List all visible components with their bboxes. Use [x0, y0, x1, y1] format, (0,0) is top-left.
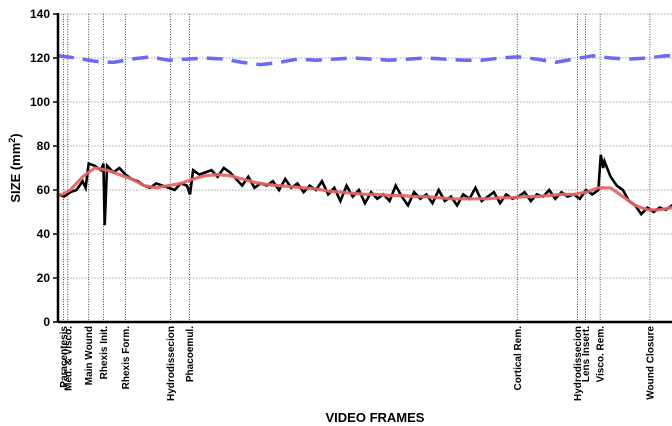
axes	[56, 13, 672, 324]
phase-label: Phacoemul.	[185, 326, 196, 382]
phase-label: Cortical Rem.	[513, 326, 524, 391]
phase-label: Wound Closure	[645, 326, 656, 400]
y-axis-title: SIZE (mm2)	[7, 133, 23, 202]
phase-label: Main Wound	[84, 326, 95, 385]
y-axis-title-text: SIZE (mm	[8, 143, 23, 203]
phase-label: Rhexis Init.	[99, 326, 110, 380]
y-axis-title-close: )	[8, 133, 23, 137]
phase-label: Paracentesis	[59, 326, 70, 388]
gridlines	[58, 13, 672, 279]
y-tick-label: 140	[30, 7, 50, 21]
phase-label: Hydrodissecion	[166, 326, 177, 401]
y-tick-label: 100	[30, 95, 50, 109]
series-line-smooth	[56, 166, 672, 212]
phase-label: Rhexis Form.	[121, 326, 132, 390]
y-tick-label: 20	[37, 271, 51, 285]
y-tick-labels: 0 20 40 60 80 100 120 140	[30, 7, 58, 329]
series-line-dashed	[57, 54, 672, 67]
phase-label: Lens Insert.	[581, 326, 592, 382]
y-axis-title-superscript: 2	[7, 138, 17, 143]
y-tick-label: 60	[37, 183, 51, 197]
phase-label: Visco. Rem.	[596, 326, 607, 383]
phase-label: Hydrodissecion	[573, 326, 584, 401]
series-layer	[56, 54, 672, 226]
y-tick-label: 120	[30, 51, 50, 65]
y-tick-label: 40	[37, 227, 51, 241]
y-tick-label: 80	[37, 139, 51, 153]
phase-label: Med. & Visco.	[63, 326, 74, 391]
y-tick-label: 0	[43, 315, 50, 329]
x-axis-title: VIDEO FRAMES	[326, 410, 425, 425]
